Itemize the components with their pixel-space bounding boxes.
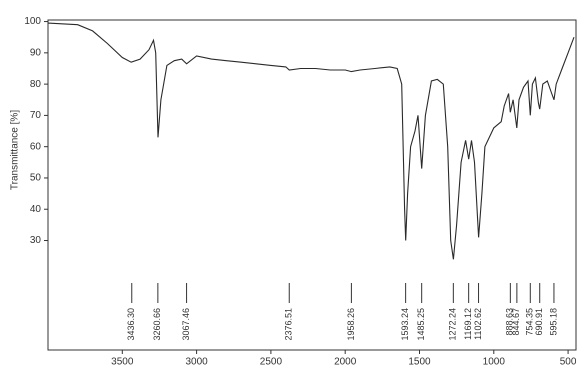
peak-label: 888.63 [505, 308, 515, 336]
y-tick-label: 60 [30, 141, 42, 152]
x-tick-label: 1000 [483, 357, 506, 365]
x-tick-label: 500 [560, 357, 577, 365]
y-tick-label: 80 [30, 79, 42, 90]
plot-frame [47, 19, 577, 351]
peak-label: 844.67 [511, 308, 521, 336]
y-tick-label: 40 [30, 204, 42, 215]
spectrum-line [47, 22, 575, 260]
y-tick-label: 70 [30, 110, 42, 121]
peak-label: 754.35 [525, 308, 535, 336]
peak-label: 3436.30 [126, 308, 136, 341]
x-tick-label: 1500 [408, 357, 431, 365]
peak-label: 1958.26 [346, 308, 356, 341]
peak-label: 3260.66 [152, 308, 162, 341]
x-tick-label: 3000 [185, 357, 208, 365]
peak-label: 1102.62 [473, 308, 483, 340]
y-tick-label: 30 [30, 235, 42, 246]
x-tick-label: 3500 [111, 357, 134, 365]
peak-label: 3067.46 [181, 308, 191, 341]
peak-label: 1169.12 [463, 308, 473, 340]
peak-label: 1485.25 [416, 308, 426, 341]
peak-label: 1272.24 [448, 308, 458, 341]
peak-label: 2376.51 [284, 308, 294, 341]
y-tick-label: 100 [24, 16, 41, 27]
x-tick-label: 2000 [334, 357, 357, 365]
y-tick-label: 90 [30, 47, 42, 58]
y-axis-label: Transmittance [%] [10, 110, 21, 190]
x-tick-label: 2500 [260, 357, 283, 365]
peak-label: 595.18 [548, 308, 558, 336]
peak-label: 1593.24 [400, 308, 410, 341]
y-tick-label: 50 [30, 173, 42, 184]
peak-label: 690.91 [534, 308, 544, 336]
